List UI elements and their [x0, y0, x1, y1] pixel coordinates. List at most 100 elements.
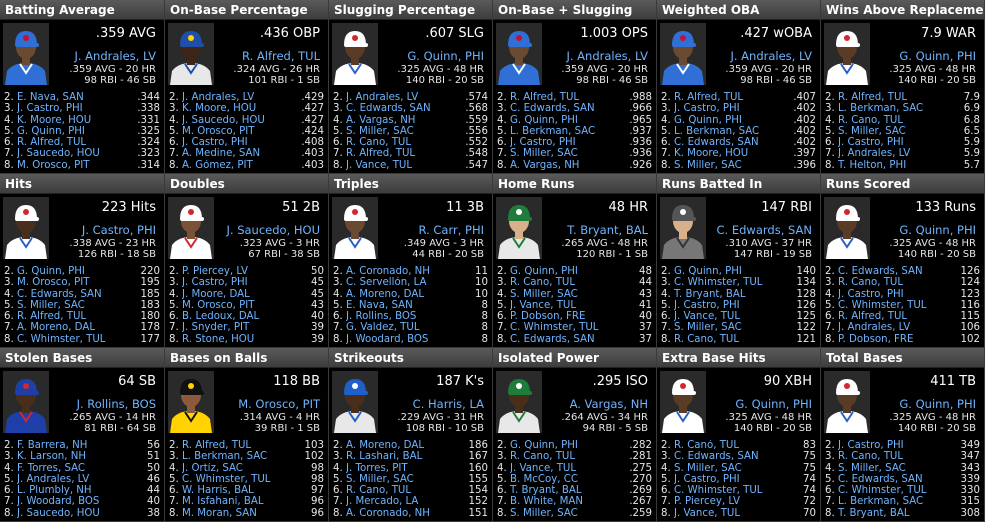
player-name[interactable]: C. Edwards, SAN [838, 266, 923, 277]
player-portrait[interactable] [660, 371, 706, 433]
runner-up-row[interactable]: 8. T. Helton, PHI 5.7 [825, 160, 980, 171]
runner-up-row[interactable]: 6. T. Bryant, BAL .269 [497, 485, 652, 496]
runner-up-row[interactable]: 4. J. Vance, TUL .275 [497, 463, 652, 474]
player-name[interactable]: J. Ortíz, SAC [182, 462, 243, 474]
runner-up-row[interactable]: 8. R. Stone, HOU 39 [169, 334, 324, 345]
player-name[interactable]: L. Berkman, SAC [838, 103, 924, 115]
player-name[interactable]: K. Moore, HOU [674, 148, 749, 160]
player-name[interactable]: J. Castro, PHI [182, 277, 248, 289]
leader-player-name[interactable]: J. Andrales, LV [566, 49, 648, 63]
player-name[interactable]: G. Quinn, PHI [674, 114, 742, 126]
player-name[interactable]: B. Ledoux, DAL [182, 311, 260, 323]
player-name[interactable]: K. Larson, NH [17, 451, 87, 463]
leader-player-name[interactable]: G. Quinn, PHI [407, 49, 484, 63]
runner-up-row[interactable]: 5. C. Whimster, TUL 116 [825, 300, 980, 311]
runner-up-row[interactable]: 7. C. Whimster, TUL 37 [497, 322, 652, 333]
runner-up-row[interactable]: 2. F. Barrera, NH 56 [4, 440, 160, 451]
player-name[interactable]: K. Moore, HOU [182, 103, 257, 115]
player-name[interactable]: C. Edwards, SAN [346, 103, 431, 115]
player-name[interactable]: S. Miller, SAC [510, 148, 578, 160]
player-name[interactable]: A. Moreno, DAL [346, 440, 424, 451]
runner-up-row[interactable]: 5. M. Orosco, PIT 43 [169, 300, 324, 311]
runner-up-row[interactable]: 8. S. Miller, SAC .259 [497, 508, 652, 519]
player-name[interactable]: J. Castro, PHI [838, 440, 904, 451]
runner-up-row[interactable]: 4. J. Torres, PIT 160 [333, 463, 488, 474]
player-name[interactable]: J. Woodard, BOS [346, 333, 429, 345]
leader-player-name[interactable]: J. Saucedo, HOU [226, 223, 321, 237]
runner-up-row[interactable]: 6. B. Ledoux, DAL 40 [169, 311, 324, 322]
runner-up-row[interactable]: 7. B. White, MAN .267 [497, 496, 652, 507]
runner-up-row[interactable]: 5. S. Miller, SAC 183 [4, 300, 160, 311]
runner-up-row[interactable]: 3. L. Berkman, SAC 102 [169, 451, 324, 462]
runner-up-row[interactable]: 5. E. Nava, SAN 8 [333, 300, 488, 311]
player-name[interactable]: G. Quinn, PHI [17, 266, 85, 277]
player-name[interactable]: J. Castro, PHI [182, 137, 248, 149]
player-name[interactable]: S. Miller, SAC [510, 288, 578, 300]
runner-up-row[interactable]: 3. C. Whimster, TUL 134 [661, 277, 816, 288]
runner-up-row[interactable]: 4. J. Castro, PHI 123 [825, 289, 980, 300]
player-name[interactable]: P. Dobson, FRE [510, 311, 586, 323]
player-name[interactable]: R. Cano, TUL [838, 451, 904, 463]
runner-up-row[interactable]: 2. P. Piercey, LV 50 [169, 266, 324, 277]
player-name[interactable]: S. Miller, SAC [838, 462, 906, 474]
player-name[interactable]: C. Whimster, TUL [510, 322, 599, 334]
runner-up-row[interactable]: 7. A. Medine, SAN .403 [169, 148, 324, 159]
runner-up-row[interactable]: 8. J. Woodard, BOS 8 [333, 334, 488, 345]
runner-up-row[interactable]: 5. B. McCoy, CC .270 [497, 474, 652, 485]
player-name[interactable]: M. Orosco, PIT [17, 159, 90, 171]
runner-up-row[interactable]: 7. A. Moreno, DAL 178 [4, 322, 160, 333]
runner-up-row[interactable]: 2. C. Edwards, SAN 126 [825, 266, 980, 277]
player-name[interactable]: E. Nava, SAN [17, 92, 84, 103]
player-name[interactable]: M. Orosco, PIT [17, 277, 90, 289]
leader-player-name[interactable]: T. Bryant, BAL [567, 223, 648, 237]
player-name[interactable]: R. Cano, TUL [838, 114, 904, 126]
player-name[interactable]: J. Castro, PHI [674, 299, 740, 311]
player-name[interactable]: J. Vance, TUL [346, 159, 413, 171]
runner-up-row[interactable]: 2. G. Quinn, PHI .282 [497, 440, 652, 451]
player-name[interactable]: C. Edwards, SAN [838, 473, 923, 485]
player-name[interactable]: R. Canó, TUL [674, 440, 740, 451]
runner-up-row[interactable]: 2. J. Andrales, LV .574 [333, 92, 488, 103]
runner-up-row[interactable]: 3. L. Berkman, SAC 6.9 [825, 103, 980, 114]
runner-up-row[interactable]: 6. J. Castro, PHI .936 [497, 137, 652, 148]
runner-up-row[interactable]: 8. T. Bryant, BAL 308 [825, 508, 980, 519]
player-name[interactable]: J. Castro, PHI [838, 137, 904, 149]
player-name[interactable]: M. Isfahani, BAL [182, 496, 264, 508]
player-name[interactable]: C. Edwards, SAN [510, 333, 595, 345]
player-name[interactable]: G. Quinn, PHI [17, 125, 85, 137]
runner-up-row[interactable]: 4. J. Ortíz, SAC 98 [169, 463, 324, 474]
runner-up-row[interactable]: 4. G. Quinn, PHI .402 [661, 115, 816, 126]
player-name[interactable]: C. Whimster, TUL [17, 333, 106, 345]
player-name[interactable]: G. Quinn, PHI [510, 440, 578, 451]
player-portrait[interactable] [3, 197, 49, 259]
player-portrait[interactable] [168, 371, 214, 433]
player-name[interactable]: F. Torres, SAC [17, 462, 86, 474]
runner-up-row[interactable]: 6. J. Castro, PHI 5.9 [825, 137, 980, 148]
player-name[interactable]: G. Valdez, TUL [346, 322, 420, 334]
player-name[interactable]: C. Edwards, SAN [674, 137, 759, 149]
player-name[interactable]: G. Quinn, PHI [510, 114, 578, 126]
player-name[interactable]: E. Nava, SAN [346, 299, 413, 311]
player-name[interactable]: C. Edwards, SAN [674, 451, 759, 463]
runner-up-row[interactable]: 7. J. Andrales, LV 5.9 [825, 148, 980, 159]
player-name[interactable]: A. Coronado, NH [346, 266, 430, 277]
runner-up-row[interactable]: 6. L. Plumbly, NH 44 [4, 485, 160, 496]
runner-up-row[interactable]: 5. J. Andrales, LV 46 [4, 474, 160, 485]
runner-up-row[interactable]: 5. J. Vance, TUL 41 [497, 300, 652, 311]
runner-up-row[interactable]: 8. C. Edwards, SAN 37 [497, 334, 652, 345]
runner-up-row[interactable]: 3. J. Castro, PHI .402 [661, 103, 816, 114]
runner-up-row[interactable]: 6. R. Cano, TUL 154 [333, 485, 488, 496]
runner-up-row[interactable]: 8. M. Moran, SAN 96 [169, 508, 324, 519]
player-name[interactable]: J. Rollins, BOS [346, 311, 417, 323]
runner-up-row[interactable]: 6. C. Whimster, TUL 74 [661, 485, 816, 496]
player-name[interactable]: C. Whimster, TUL [838, 485, 927, 497]
runner-up-row[interactable]: 5. J. Castro, PHI 126 [661, 300, 816, 311]
player-name[interactable]: P. Piercey, LV [674, 496, 740, 508]
runner-up-row[interactable]: 2. G. Quinn, PHI 48 [497, 266, 652, 277]
player-name[interactable]: L. Berkman, SAC [182, 451, 268, 463]
runner-up-row[interactable]: 6. J. Castro, PHI .408 [169, 137, 324, 148]
player-portrait[interactable] [168, 23, 214, 85]
player-portrait[interactable] [3, 23, 49, 85]
player-portrait[interactable] [332, 371, 378, 433]
player-name[interactable]: S. Miller, SAC [17, 299, 85, 311]
